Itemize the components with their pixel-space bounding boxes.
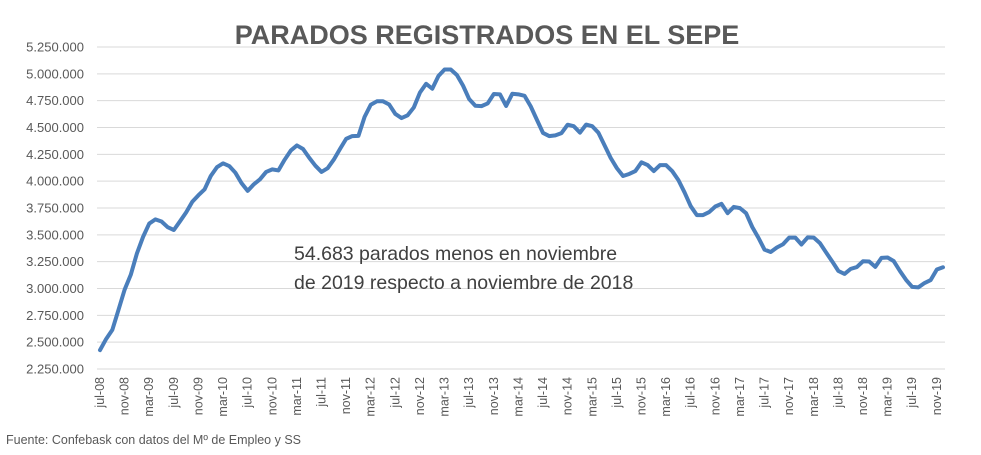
x-tick-label: jul-10 <box>241 377 255 409</box>
x-tick-label: mar-10 <box>216 377 230 417</box>
x-tick-label: nov-19 <box>930 377 944 415</box>
x-tick-label: nov-14 <box>561 377 575 415</box>
y-tick-label: 2.250.000 <box>26 362 84 377</box>
x-tick-label: mar-13 <box>438 377 452 417</box>
x-tick-label: jul-11 <box>315 377 329 408</box>
y-gridlines <box>97 46 945 370</box>
series-line-parados <box>98 67 945 353</box>
y-tick-label: 4.250.000 <box>26 147 84 162</box>
x-tick-label: jul-17 <box>758 377 772 409</box>
x-tick-label: jul-13 <box>462 377 476 409</box>
x-tick-label: jul-14 <box>536 377 550 409</box>
annotation-line-1: 54.683 parados menos en noviembre <box>294 243 617 265</box>
x-tick-label: mar-15 <box>585 377 599 417</box>
y-tick-label: 3.750.000 <box>26 201 84 216</box>
x-tick-label: nov-15 <box>634 377 648 415</box>
x-tick-label: mar-18 <box>807 377 821 417</box>
x-tick-label: nov-10 <box>265 377 279 415</box>
y-axis-ticks: 2.250.000 2.500.000 2.750.000 3.000.000 3.25… <box>26 40 84 377</box>
x-tick-label: mar-11 <box>290 377 304 416</box>
y-tick-label: 5.000.000 <box>26 66 84 81</box>
x-tick-label: mar-12 <box>364 377 378 417</box>
x-tick-label: jul-19 <box>905 377 919 409</box>
x-tick-label: nov-12 <box>413 377 427 415</box>
x-tick-label: jul-18 <box>831 377 845 409</box>
source-note: Fuente: Confebask con datos del Mº de Em… <box>6 433 301 447</box>
x-tick-label: nov-08 <box>118 377 132 415</box>
x-tick-label: nov-18 <box>856 377 870 415</box>
x-tick-label: jul-12 <box>388 377 402 409</box>
y-tick-label: 5.250.000 <box>26 40 84 55</box>
x-tick-label: mar-09 <box>142 377 156 417</box>
y-tick-label: 2.500.000 <box>26 335 84 350</box>
x-tick-label: mar-19 <box>881 377 895 417</box>
x-tick-label: nov-16 <box>708 377 722 415</box>
y-tick-label: 3.500.000 <box>26 227 84 242</box>
x-tick-label: jul-16 <box>684 377 698 409</box>
x-tick-label: nov-09 <box>191 377 205 415</box>
y-tick-label: 4.500.000 <box>26 120 84 135</box>
x-tick-label: jul-15 <box>610 377 624 409</box>
y-tick-label: 3.000.000 <box>26 281 84 296</box>
x-tick-label: mar-17 <box>733 377 747 417</box>
x-tick-label: nov-11 <box>339 377 353 414</box>
x-axis-ticks: jul-08 nov-08 mar-09 jul-09 nov-09 mar-10 jul-… <box>93 377 944 417</box>
y-tick-label: 3.250.000 <box>26 254 84 269</box>
y-tick-label: 4.000.000 <box>26 174 84 189</box>
annotation-line-2: de 2019 respecto a noviembre de 2018 <box>294 272 633 294</box>
y-tick-label: 2.750.000 <box>26 308 84 323</box>
x-tick-label: jul-08 <box>93 377 107 409</box>
x-tick-label: nov-17 <box>782 377 796 415</box>
x-tick-label: mar-16 <box>659 377 673 417</box>
chart-title: PARADOS REGISTRADOS EN EL SEPE <box>235 20 740 50</box>
x-tick-label: nov-13 <box>487 377 501 415</box>
y-tick-label: 4.750.000 <box>26 93 84 108</box>
x-tick-label: jul-09 <box>167 377 181 409</box>
x-tick-label: mar-14 <box>511 377 525 417</box>
